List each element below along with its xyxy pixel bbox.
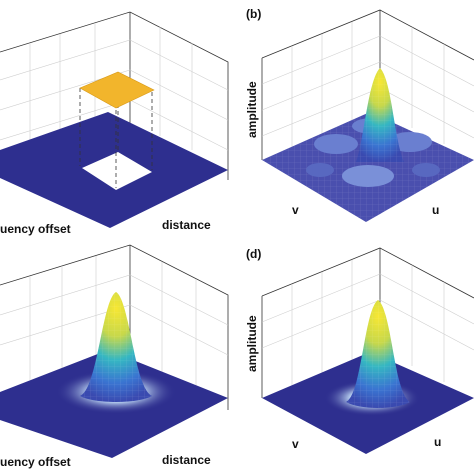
panel-b-sidelobe <box>306 163 334 177</box>
panel-b-sidelobe <box>314 134 358 154</box>
panel-a-floor <box>0 112 228 228</box>
panel-b-ylabel: amplitude <box>245 81 259 138</box>
panel-d: (d) amplitude v u <box>245 247 474 454</box>
panel-b-axes-box <box>261 9 474 160</box>
panel-b: (b) amplitude v <box>245 7 474 222</box>
panel-d-axis-v: v <box>292 437 299 451</box>
panel-d-axes-box <box>261 247 474 398</box>
panel-a-xlabel-left: uency offset <box>0 222 71 236</box>
panel-d-axis-u: u <box>434 435 441 449</box>
panel-a-plateau <box>79 71 155 109</box>
panel-c-xlabel-left: uency offset <box>0 455 71 469</box>
panel-a-xlabel-right: distance <box>162 218 211 232</box>
panel-b-axis-u: u <box>432 203 439 217</box>
panel-d-letter: (d) <box>246 247 261 261</box>
panel-b-letter: (b) <box>246 7 261 21</box>
panel-c-xlabel-right: distance <box>162 453 211 467</box>
panel-b-sidelobe <box>342 165 394 187</box>
panel-b-axis-v: v <box>292 203 299 217</box>
panel-c: uency offset distance <box>0 244 229 469</box>
panel-d-ylabel: amplitude <box>245 315 259 372</box>
panel-b-sidelobe <box>412 163 440 177</box>
panel-a: uency offset distance <box>0 11 229 236</box>
